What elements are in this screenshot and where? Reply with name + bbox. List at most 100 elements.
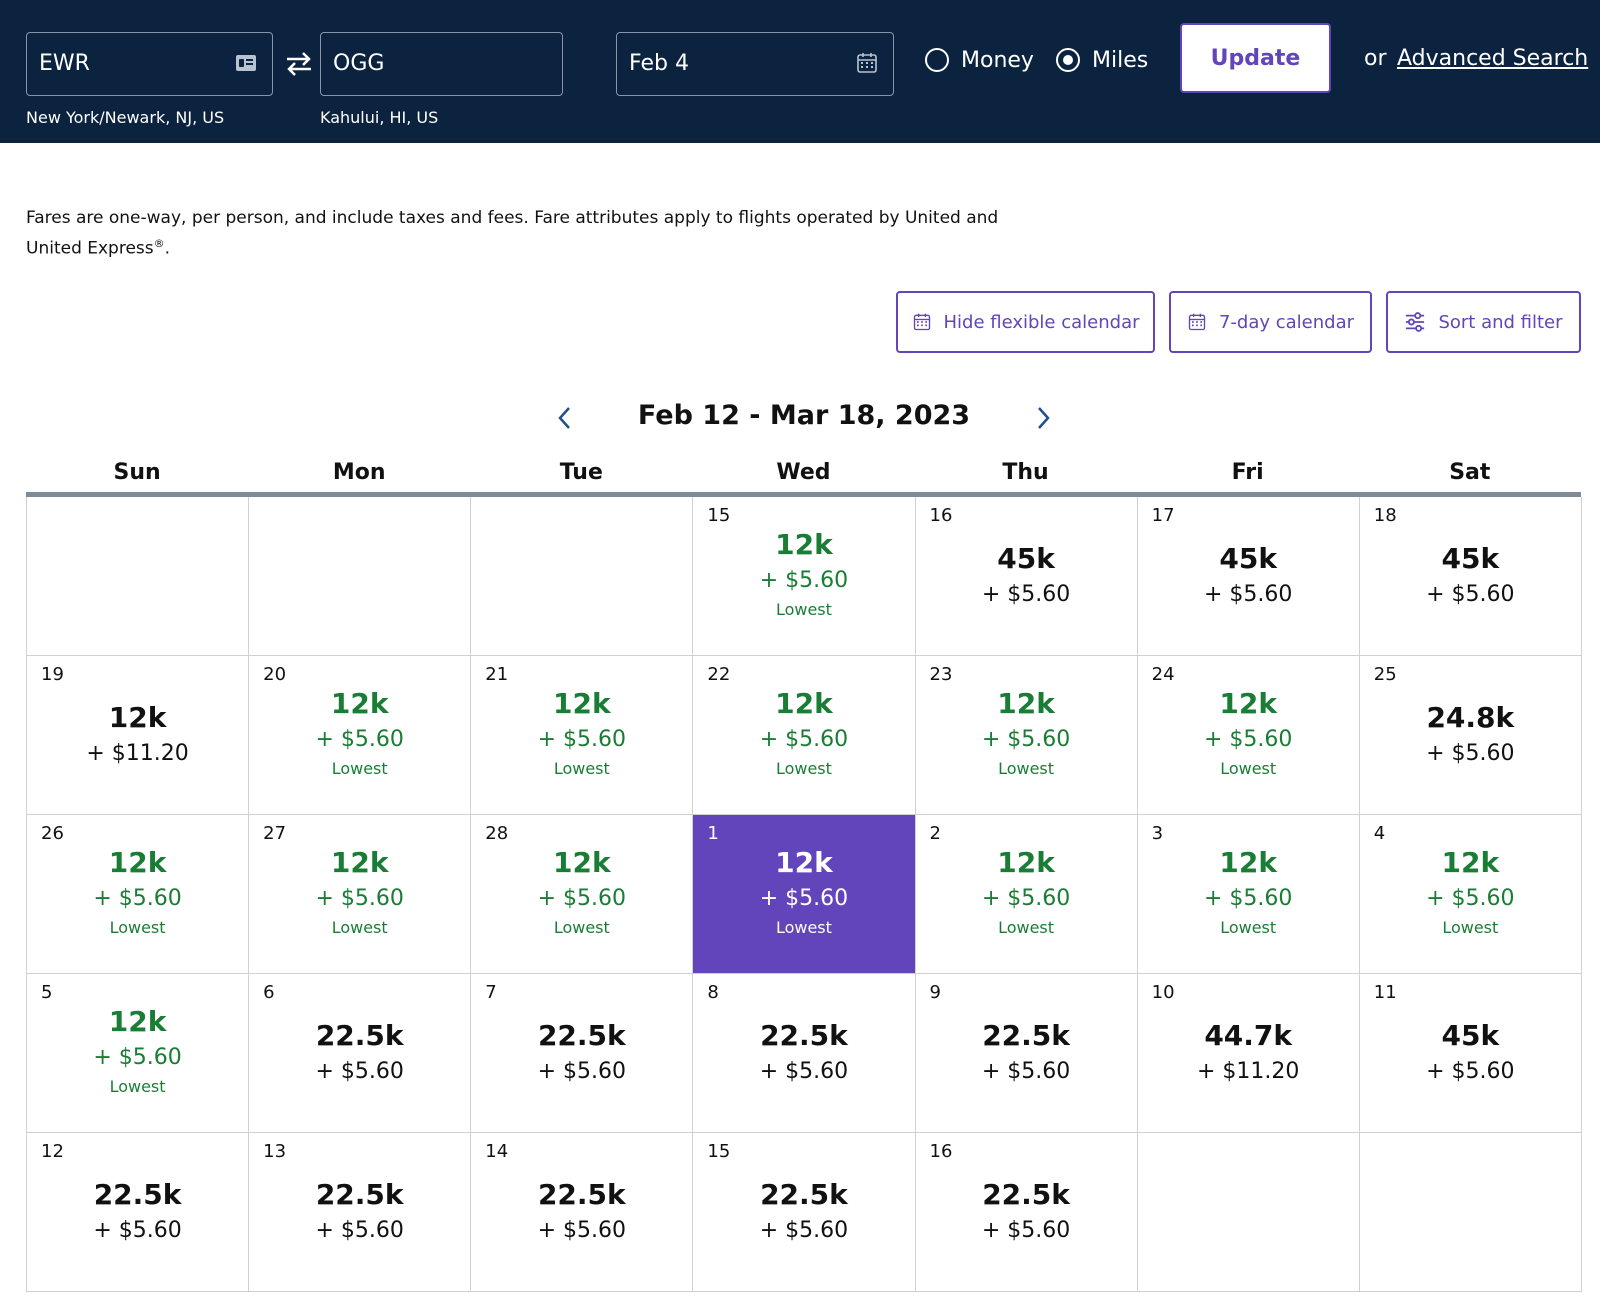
day-cell[interactable]: 12 22.5k + $5.60 [27,1133,250,1291]
origin-field[interactable]: EWR [26,32,273,96]
weekday-label: Wed [776,460,831,485]
miles-price: 12k [553,687,611,720]
day-cell[interactable]: 21 12k + $5.60 Lowest [471,656,694,814]
miles-price: 22.5k [537,1178,626,1211]
tax-amount: + $5.60 [1203,886,1293,911]
day-number: 22 [707,664,731,685]
seven-day-calendar-button[interactable]: 7-day calendar [1169,291,1372,353]
fare-info: 45k + $5.60 [1360,1018,1581,1090]
fare-info: 22.5k + $5.60 [27,1177,248,1249]
day-cell[interactable]: 5 12k + $5.60 Lowest [27,974,250,1132]
day-number: 21 [485,664,509,685]
day-number: 6 [263,982,275,1003]
destination-field[interactable]: OGG [320,32,563,96]
fare-info: 22.5k + $5.60 [693,1177,914,1249]
advanced-search-link[interactable]: Advanced Search [1397,46,1589,71]
seven-day-calendar-label: 7-day calendar [1218,311,1355,333]
chevron-right-icon[interactable] [1031,403,1055,433]
miles-price: 12k [997,687,1055,720]
day-number: 2 [929,823,941,844]
day-number: 19 [41,664,64,685]
day-cell[interactable]: 27 12k + $5.60 Lowest [249,815,472,973]
day-cell[interactable]: 4 12k + $5.60 Lowest [1360,815,1582,973]
day-cell[interactable]: 28 12k + $5.60 Lowest [471,815,694,973]
fare-info: 22.5k + $5.60 [249,1177,470,1249]
day-cell[interactable]: 25 24.8k + $5.60 [1360,656,1582,814]
tax-amount: + $5.60 [1426,886,1515,911]
day-cell[interactable]: 24 12k + $5.60 Lowest [1138,656,1360,814]
weekday-label: Mon [332,460,386,485]
day-cell[interactable]: 9 22.5k + $5.60 [916,974,1138,1132]
day-cell[interactable]: 10 44.7k + $11.20 [1138,974,1360,1132]
fare-type-money-radio[interactable]: Money [925,44,1034,76]
destination-name: Kahului, HI, US [320,108,439,127]
tax-amount: + $5.60 [1426,1059,1515,1084]
sort-and-filter-button[interactable]: Sort and filter [1386,291,1581,353]
miles-price: 22.5k [982,1178,1070,1211]
tax-amount: + $5.60 [537,727,627,752]
fare-info: 12k + $5.60 Lowest [693,527,914,621]
lowest-badge: Lowest [331,759,388,778]
origin-code: EWR [39,51,90,76]
day-cell[interactable]: 15 22.5k + $5.60 [693,1133,916,1291]
fare-info: 12k + $5.60 Lowest [916,845,1137,939]
tax-amount: + $11.20 [1196,1059,1300,1084]
date-range-title: Feb 12 - Mar 18, 2023 [637,400,971,431]
day-number: 23 [929,664,953,685]
day-cell[interactable]: 8 22.5k + $5.60 [693,974,916,1132]
day-cell[interactable]: 13 22.5k + $5.60 [249,1133,472,1291]
day-cell[interactable]: 6 22.5k + $5.60 [249,974,472,1132]
update-button[interactable]: Update [1180,23,1331,93]
day-cell[interactable]: 18 45k + $5.60 [1360,497,1582,655]
day-cell[interactable]: 23 12k + $5.60 Lowest [916,656,1138,814]
selected-day-cell[interactable]: 1 12k + $5.60 Lowest [693,815,916,973]
miles-price: 12k [1441,846,1500,879]
day-cell[interactable]: 19 12k + $11.20 [27,656,250,814]
fare-type-miles-radio[interactable]: Miles [1056,44,1148,76]
fare-info: 22.5k + $5.60 [916,1177,1137,1249]
day-cell[interactable]: 17 45k + $5.60 [1138,497,1360,655]
lowest-badge: Lowest [775,918,832,937]
day-cell[interactable]: 15 12k + $5.60 Lowest [693,497,916,655]
hide-flexible-calendar-button[interactable]: Hide flexible calendar [896,291,1155,353]
weekday-label: Fri [1231,460,1264,485]
tax-amount: + $5.60 [1203,582,1293,607]
fare-info: 12k + $5.60 Lowest [1360,845,1581,939]
weekday-header: Sun Mon Tue Wed Thu Fri Sat [26,460,1581,494]
day-cell[interactable]: 2 12k + $5.60 Lowest [916,815,1138,973]
day-cell[interactable]: 3 12k + $5.60 Lowest [1138,815,1360,973]
empty-day-cell [1138,1133,1360,1291]
day-cell[interactable]: 20 12k + $5.60 Lowest [249,656,472,814]
lowest-badge: Lowest [553,918,610,937]
day-cell[interactable]: 16 45k + $5.60 [916,497,1138,655]
fare-info: 12k + $5.60 Lowest [249,845,470,939]
tax-amount: + $5.60 [981,1059,1071,1084]
day-cell[interactable]: 14 22.5k + $5.60 [471,1133,694,1291]
day-cell[interactable]: 22 12k + $5.60 Lowest [693,656,916,814]
miles-price: 12k [997,846,1055,879]
chevron-left-icon[interactable] [553,403,577,433]
day-cell[interactable]: 7 22.5k + $5.60 [471,974,694,1132]
fare-info: 12k + $5.60 Lowest [1138,845,1359,939]
hide-flexible-calendar-label: Hide flexible calendar [943,311,1140,333]
tax-amount: + $5.60 [759,568,849,593]
day-number: 9 [929,982,941,1003]
tax-amount: + $5.60 [1426,741,1515,766]
day-cell[interactable]: 26 12k + $5.60 Lowest [27,815,250,973]
swap-arrows-icon[interactable] [283,50,315,78]
day-cell[interactable]: 16 22.5k + $5.60 [916,1133,1138,1291]
lowest-badge: Lowest [1220,759,1277,778]
miles-price: 22.5k [982,1019,1070,1052]
date-field[interactable]: Feb 4 [616,32,894,96]
day-number: 16 [929,1141,953,1162]
tax-amount: + $5.60 [759,1059,849,1084]
tax-amount: + $5.60 [537,1218,627,1243]
weekday-label: Thu [1002,460,1049,485]
miles-price: 45k [1441,1019,1500,1052]
calendar-icon [857,53,877,73]
day-number: 13 [263,1141,287,1162]
day-cell[interactable]: 11 45k + $5.60 [1360,974,1582,1132]
miles-price: 44.7k [1204,1019,1293,1052]
miles-price: 12k [553,846,611,879]
tax-amount: + $11.20 [86,741,189,766]
